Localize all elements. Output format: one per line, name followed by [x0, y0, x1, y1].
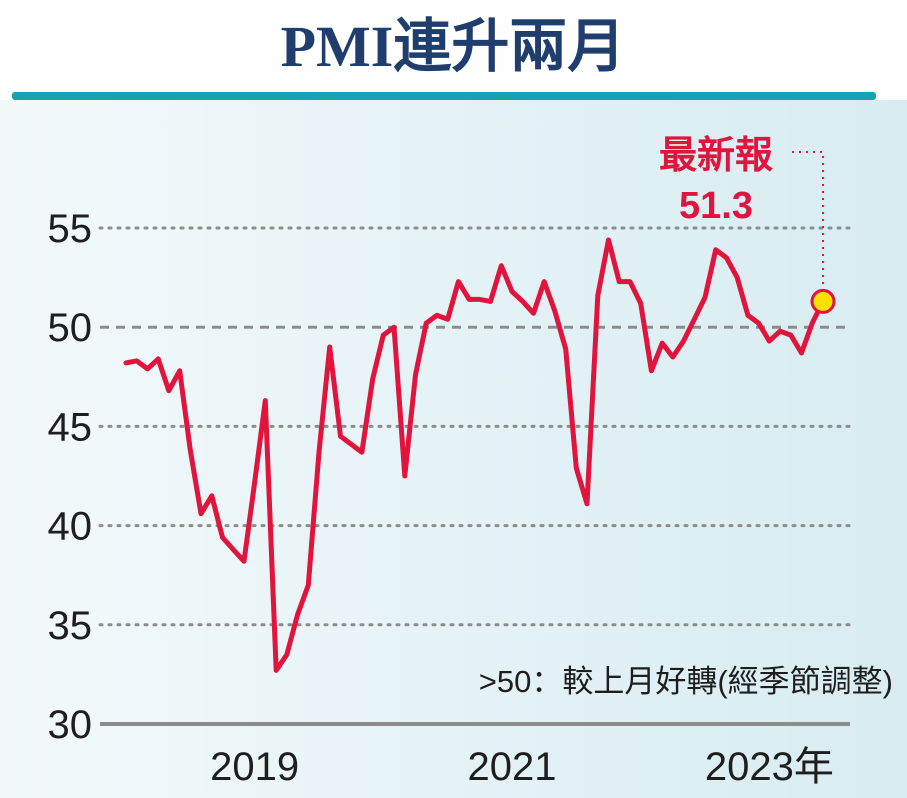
- y-tick-label-45: 45: [48, 405, 93, 449]
- chart-background: [0, 100, 907, 798]
- grid-lines: [98, 226, 852, 627]
- x-tick-label-2019: 2019: [210, 745, 299, 789]
- y-tick-label-50: 50: [48, 306, 93, 350]
- chart-note: >50：較上月好轉(經季節調整): [479, 664, 893, 699]
- title-rule: [12, 92, 876, 100]
- annotation-label: 最新報: [659, 135, 773, 177]
- y-tick-label-55: 55: [48, 207, 93, 251]
- annotation-value: 51.3: [679, 185, 753, 227]
- y-tick-label-30: 30: [48, 703, 93, 747]
- x-tick-label-2021: 2021: [468, 745, 557, 789]
- x-tick-label-2023: 2023年: [705, 745, 834, 789]
- chart-title: PMI連升兩月: [281, 14, 626, 79]
- pmi-series-line: [123, 237, 826, 673]
- y-axis-ticks: 30 35 40 45 50 55: [48, 207, 93, 747]
- y-tick-label-40: 40: [48, 505, 93, 549]
- x-axis-ticks: 2019 2021 2023年: [210, 745, 834, 789]
- y-tick-label-35: 35: [48, 604, 93, 648]
- latest-point-marker: [810, 288, 836, 314]
